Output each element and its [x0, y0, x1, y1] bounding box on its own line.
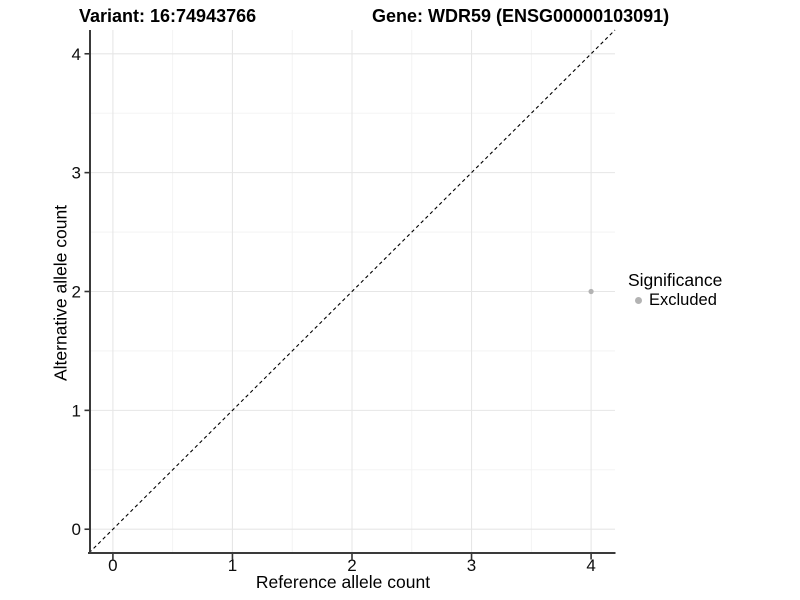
excluded-point-icon [635, 297, 642, 304]
legend: Significance Excluded [628, 270, 722, 310]
x-tick-label: 4 [586, 556, 595, 575]
legend-item-label: Excluded [649, 291, 717, 309]
x-tick-label: 0 [108, 556, 117, 575]
y-tick-label: 2 [72, 283, 81, 302]
data-point [588, 288, 594, 295]
variant-title: Variant: 16:74943766 [79, 6, 257, 26]
y-tick-label: 4 [72, 45, 81, 64]
legend-title: Significance [628, 270, 723, 290]
x-tick-label: 1 [228, 556, 237, 575]
x-tick-label: 3 [467, 556, 476, 575]
y-tick-label: 1 [72, 401, 81, 420]
legend-item-excluded: Excluded [628, 291, 722, 310]
x-axis-title: Reference allele count [255, 572, 431, 592]
y-axis-title: Alternative allele count [50, 204, 71, 382]
y-tick-label: 0 [72, 520, 81, 539]
x-tick-label: 2 [347, 556, 356, 575]
y-tick-label: 3 [72, 164, 81, 183]
gene-title: Gene: WDR59 (ENSG00000103091) [372, 6, 670, 26]
identity-line [88, 29, 616, 554]
